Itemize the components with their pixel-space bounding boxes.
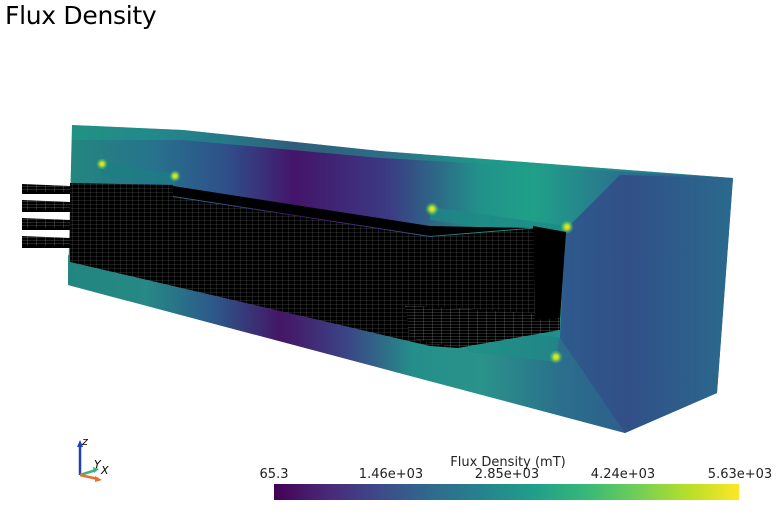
colorbar-tick-label: 5.63e+03 (707, 467, 773, 482)
orientation-axes: z Y X (70, 432, 120, 486)
winding-block-bottom-face (405, 305, 560, 348)
core-top-rim (72, 125, 733, 178)
flux-hotspot (549, 350, 563, 364)
core-right-face (560, 175, 733, 433)
core-front-lower-band (68, 255, 625, 433)
colorbar-title: Flux Density (mT) (450, 455, 566, 470)
flux-hotspot (169, 170, 181, 182)
winding-block-top (70, 184, 530, 236)
winding-leads (22, 184, 70, 248)
colorbar-gradient (274, 484, 739, 500)
view-title: Flux Density (5, 1, 157, 30)
flux-hotspot (560, 220, 574, 234)
flux-hotspot (96, 158, 108, 170)
axis-x-label: X (101, 464, 109, 477)
core-window-upper-ledge (100, 162, 175, 185)
winding-block-right-face (533, 226, 566, 320)
colorbar-tick-label: 4.24e+03 (590, 467, 656, 482)
flux-hotspot (425, 202, 439, 216)
winding-block-main (70, 183, 565, 348)
axis-z-label: z (82, 435, 88, 448)
colorbar-tick-label: 65.3 (259, 467, 289, 482)
colorbar-tick-label: 1.46e+03 (358, 467, 424, 482)
axis-y-label: Y (94, 458, 101, 471)
colorbar-tick-label: 2.85e+03 (474, 467, 540, 482)
